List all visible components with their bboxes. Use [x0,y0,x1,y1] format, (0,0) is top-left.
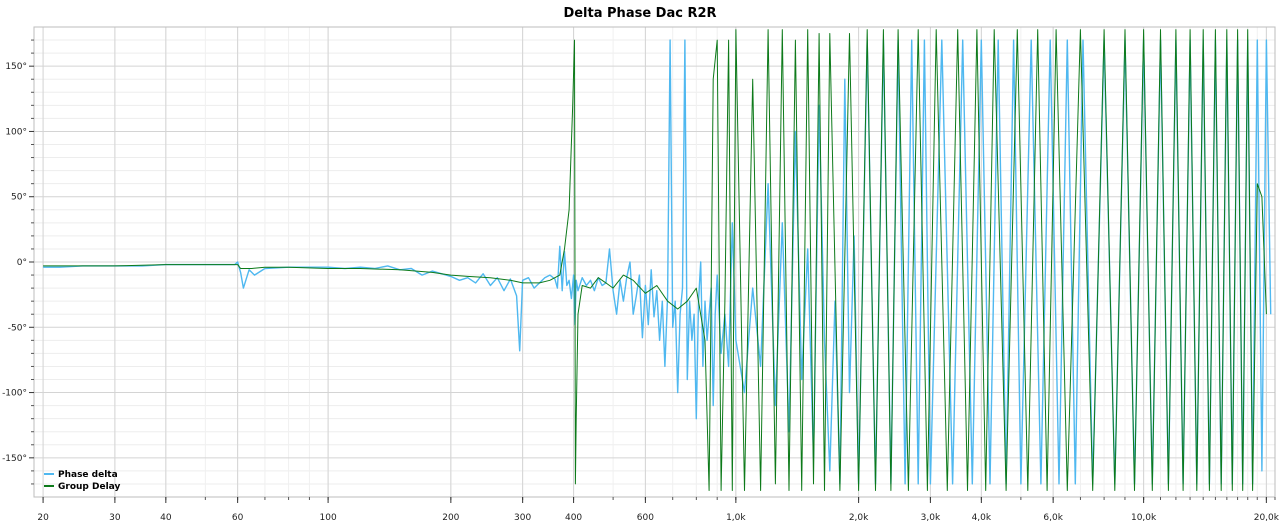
x-tick-label: 300 [514,513,531,523]
x-tick-label: 30 [109,513,121,523]
x-tick-label: 20 [37,513,49,523]
x-tick-label: 3,0k [921,513,941,523]
y-tick-label: -50° [8,323,27,333]
x-tick-label: 100 [320,513,337,523]
y-tick-label: 0° [17,258,27,268]
series-layer [43,29,1272,491]
x-tick-label: 60 [232,513,244,523]
x-tick-label: 400 [565,513,582,523]
x-tick-label: 1,0k [726,513,746,523]
x-tick-label: 2,0k [849,513,869,523]
chart-title: Delta Phase Dac R2R [563,6,717,21]
legend-label-group-delay: Group Delay [58,482,120,492]
y-tick-label: -100° [2,389,27,399]
x-tick-label: 4,0k [972,513,992,523]
y-tick-label: -150° [2,454,27,464]
x-tick-label: 200 [442,513,459,523]
x-tick-label: 600 [637,513,654,523]
series-line-group-delay [43,29,1267,491]
y-tick-label: 100° [5,127,27,137]
legend: Phase delta Group Delay [44,470,120,492]
y-tick-label: 50° [11,193,27,203]
x-axis-ticks: 20 30 40 60 100 200 300 400 600 1,0k 2,0k 3,0k 4,0k 6… [37,497,1280,523]
x-tick-label: 40 [160,513,172,523]
legend-label-phase-delta: Phase delta [58,470,118,480]
x-tick-label: 6,0k [1043,513,1063,523]
x-tick-label: 20,0k [1254,513,1280,523]
y-axis-ticks: 150° 100° 50° 0° -50° -100° -150° [2,39,34,485]
series-line-phase-delta [43,39,1272,485]
y-tick-label: 150° [5,62,27,72]
major-grid [34,27,1275,497]
x-tick-label: 10,0k [1131,513,1157,523]
